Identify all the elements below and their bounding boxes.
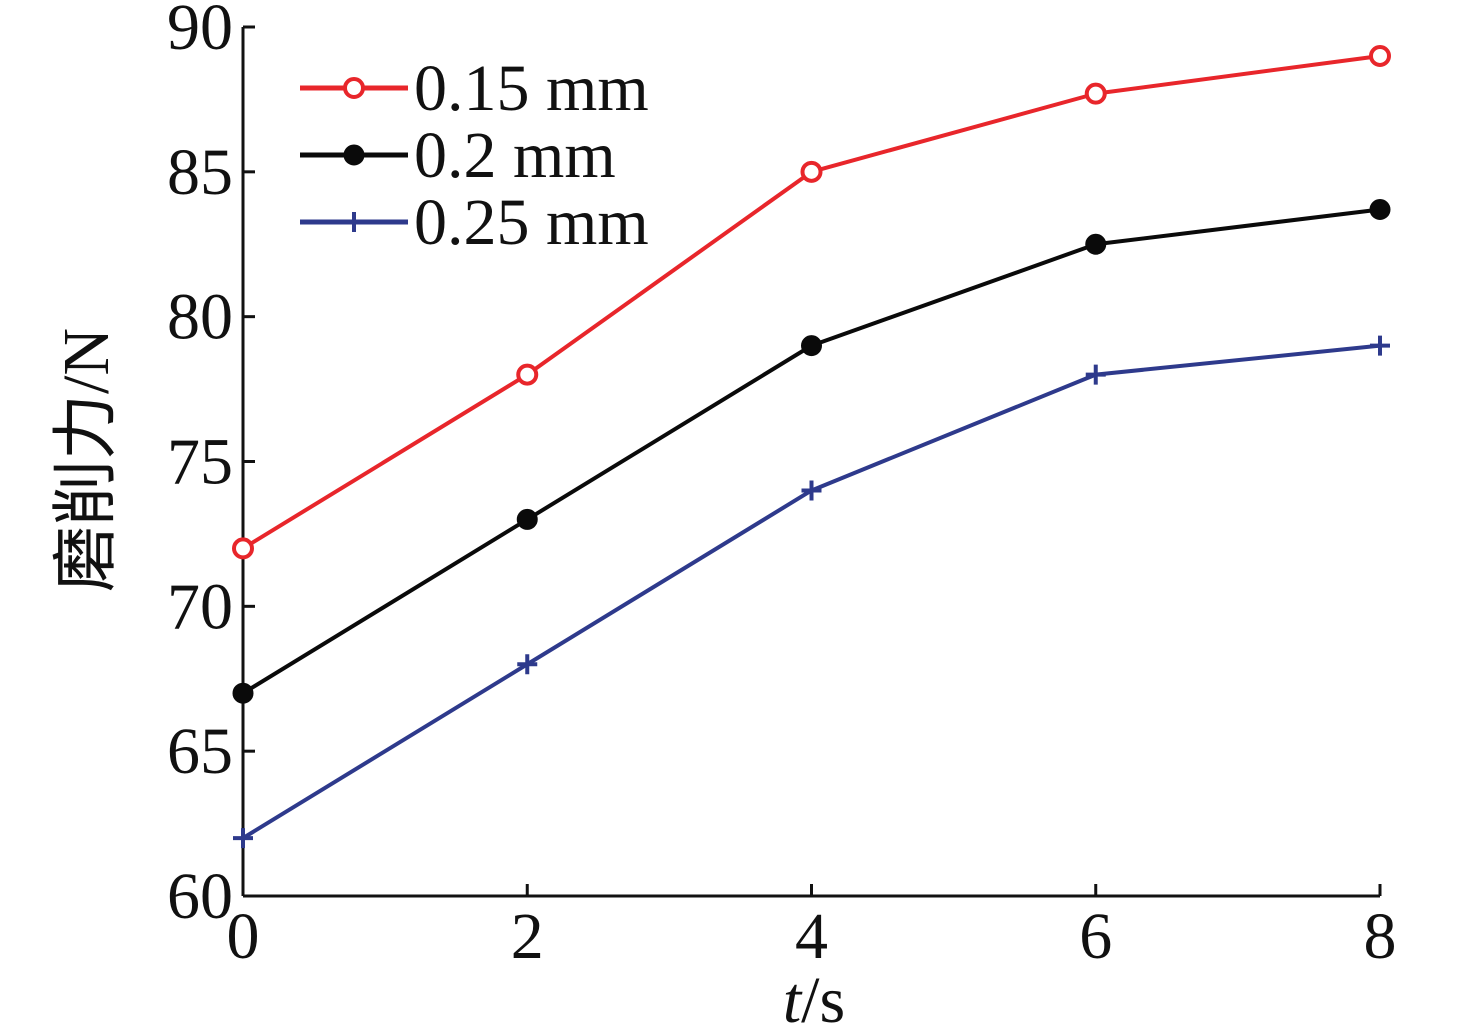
x-tick-label: 2 xyxy=(511,900,544,973)
data-point xyxy=(233,828,253,849)
data-point xyxy=(516,363,539,386)
x-axis-label: t/s xyxy=(783,964,845,1028)
data-point xyxy=(1085,364,1106,385)
legend-marker xyxy=(343,144,365,166)
data-point xyxy=(1369,198,1391,220)
x-axis-label-symbol: t xyxy=(783,964,803,1028)
data-point xyxy=(1085,233,1107,255)
data-point xyxy=(232,537,254,560)
x-tick-label: 0 xyxy=(227,900,260,973)
data-point xyxy=(516,508,538,530)
x-tick-label: 6 xyxy=(1079,900,1112,973)
x-tick-label: 4 xyxy=(795,900,828,973)
data-point xyxy=(232,682,254,704)
y-tick-label: 60 xyxy=(167,860,233,933)
legend-label: 0.15 mm xyxy=(414,52,649,125)
y-axis-label: 磨削力/N xyxy=(50,328,123,592)
data-point xyxy=(1084,82,1107,105)
series-line xyxy=(241,343,1381,840)
data-point xyxy=(801,335,822,357)
data-point xyxy=(1370,335,1390,356)
y-tick-label: 70 xyxy=(167,570,233,643)
data-point xyxy=(1369,44,1391,67)
axes xyxy=(241,25,1382,898)
data-point xyxy=(800,160,823,183)
data-point xyxy=(801,480,822,501)
x-axis-label-unit: /s xyxy=(801,964,845,1028)
y-tick-label: 75 xyxy=(167,426,233,499)
y-tick-label: 85 xyxy=(167,136,233,209)
legend-label: 0.2 mm xyxy=(414,119,616,192)
y-tick-label: 80 xyxy=(167,281,233,354)
legend-entry: 0.15 mm xyxy=(300,52,649,125)
legend-label: 0.25 mm xyxy=(414,186,649,259)
y-tick-label: 65 xyxy=(167,715,233,788)
series-line xyxy=(241,207,1381,695)
x-tick-label: 8 xyxy=(1364,900,1397,973)
legend: 0.15 mm0.2 mm0.25 mm xyxy=(300,52,649,259)
legend-marker xyxy=(344,212,364,232)
tick-labels: 60 65 70 75 80 85 90 0 2 4 6 8 xyxy=(167,0,1397,973)
data-point xyxy=(517,654,538,675)
legend-marker xyxy=(343,77,365,99)
series-0 xyxy=(232,44,1391,560)
series-2 xyxy=(233,335,1390,849)
legend-entry: 0.25 mm xyxy=(300,186,649,259)
series-layer xyxy=(232,44,1391,849)
series-1 xyxy=(232,198,1391,704)
y-tick-label: 90 xyxy=(167,0,233,64)
legend-entry: 0.2 mm xyxy=(300,119,616,192)
